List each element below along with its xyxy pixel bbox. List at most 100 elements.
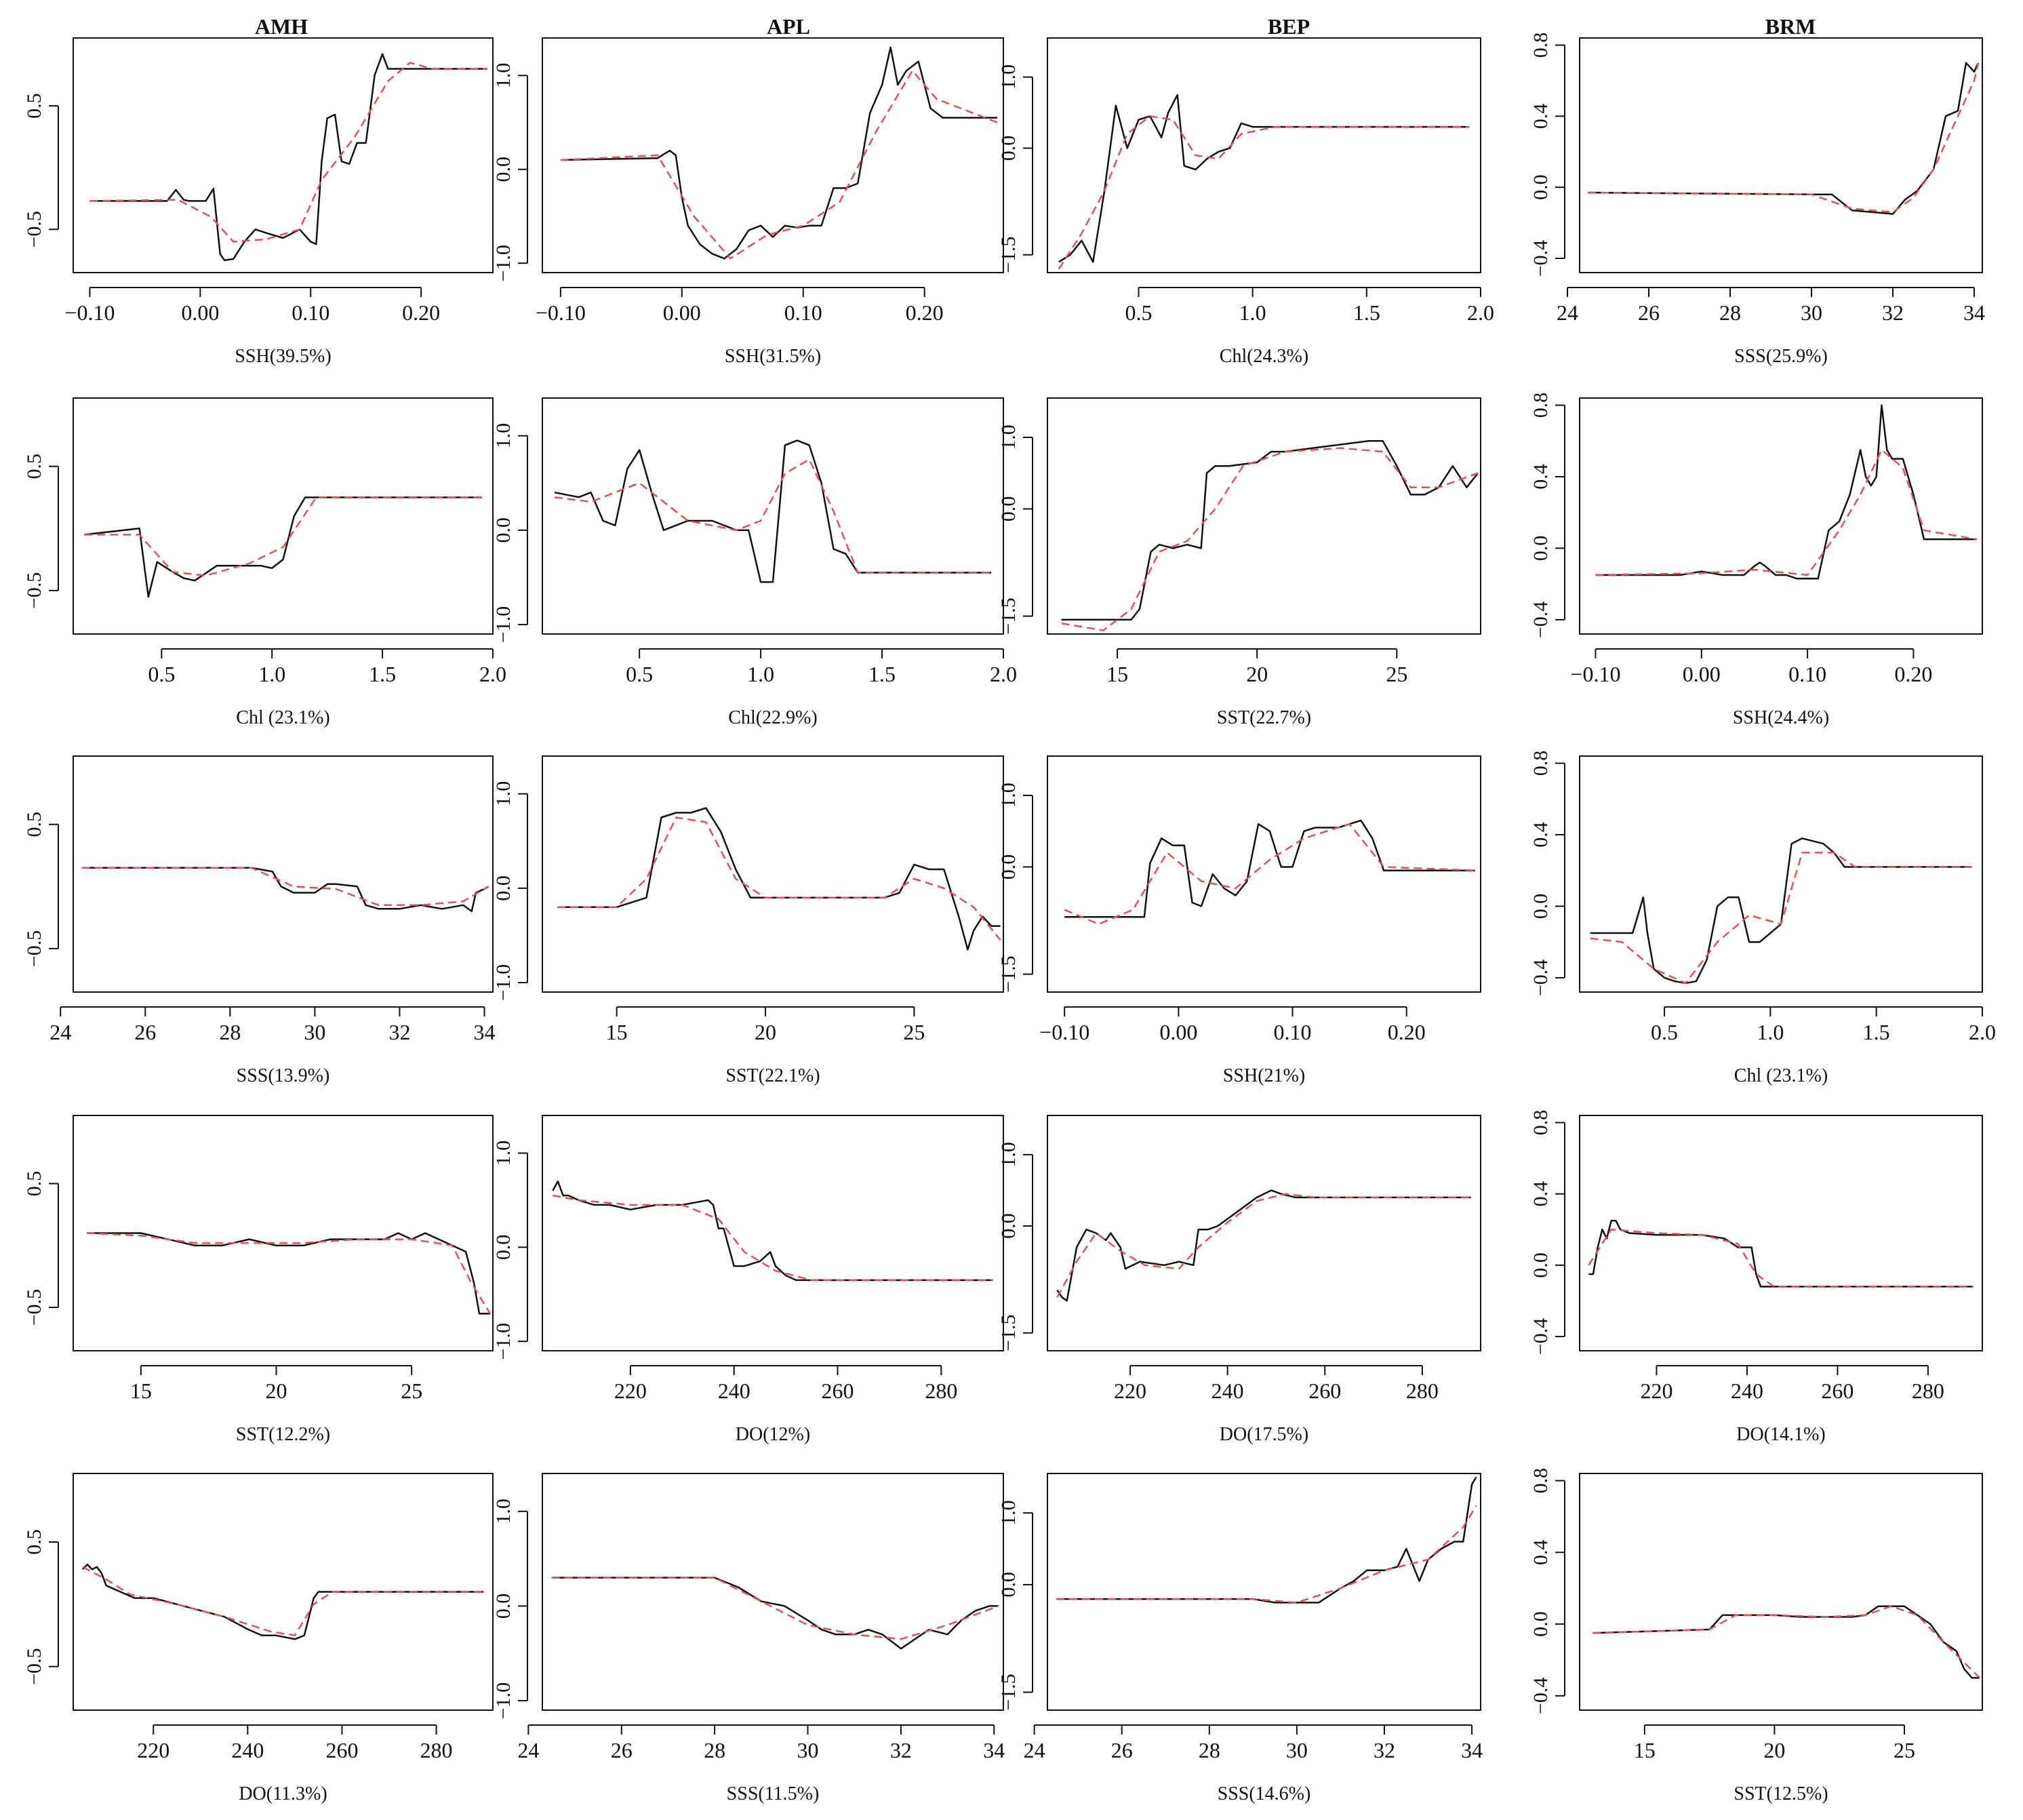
y-tick-label: 1.0	[492, 1499, 515, 1524]
y-tick-label: −0.4	[1529, 1678, 1552, 1714]
x-tick-label: 2.0	[990, 662, 1017, 686]
y-tick-label: 0.0	[1529, 174, 1552, 200]
response-line	[1590, 837, 1972, 985]
panel-r2-c4: −0.10 0.00 0.10 0.20 SSH(24.4%) −0.4 0.0 0.4 0.8	[1529, 393, 1983, 728]
x-axis-label: SSS(13.9%)	[237, 1065, 330, 1086]
plot-frame	[1047, 755, 1481, 993]
x-tick-label: 20	[755, 1020, 776, 1044]
x-tick-label: 240	[1731, 1379, 1763, 1403]
x-tick-label: 260	[822, 1379, 854, 1403]
x-tick-label: 240	[1211, 1379, 1244, 1403]
x-tick-label: 26	[1111, 1738, 1133, 1762]
y-tick-label: −0.4	[1529, 601, 1552, 638]
y-tick-label: 0.5	[23, 454, 45, 479]
x-tick-label: 240	[718, 1379, 750, 1403]
y-tick-label: 1.0	[997, 1142, 1020, 1168]
plot-frame	[542, 1115, 1004, 1351]
x-tick-label: 0.20	[402, 300, 440, 325]
y-tick-label: −1.0	[492, 1682, 515, 1719]
x-tick-label: 0.10	[1274, 1020, 1312, 1044]
x-tick-label: 220	[137, 1738, 169, 1762]
x-tick-label: 30	[1801, 300, 1822, 325]
y-tick-label: 0.0	[492, 517, 515, 543]
y-tick-label: 1.0	[997, 783, 1020, 808]
y-tick-label: 0.0	[492, 1594, 515, 1619]
x-tick-label: 260	[1308, 1379, 1341, 1403]
panel-r3-c1: 24 26 28 30 32 34 SSS(13.9%) −0.5 0.5	[23, 755, 495, 1086]
plot-frame	[1579, 755, 1983, 993]
x-tick-label: 280	[925, 1379, 957, 1403]
x-tick-label: 0.20	[906, 300, 944, 325]
x-tick-label: 30	[797, 1738, 819, 1762]
response-line	[560, 46, 998, 260]
x-tick-label: 0.5	[626, 662, 653, 686]
x-tick-label: 1.0	[1239, 300, 1266, 325]
panel-r5-c2: 24 26 28 30 32 34 SSS(11.5%) −1.0 0.0 1.0	[492, 1473, 1005, 1804]
plot-frame	[1047, 397, 1481, 635]
y-tick-label: 0.0	[997, 1213, 1020, 1239]
y-tick-label: −0.5	[23, 1648, 45, 1684]
response-line	[81, 1563, 484, 1640]
x-axis-label: DO(17.5%)	[1220, 1424, 1308, 1445]
panel-r1-c3: 0.5 1.0 1.5 2.0 Chl(24.3%) −1.5 0.0 1.0	[997, 37, 1494, 367]
x-axis-label: DO(14.1%)	[1736, 1424, 1825, 1445]
x-tick-label: 26	[611, 1738, 633, 1762]
smoothed-line	[551, 1577, 999, 1640]
x-tick-label: 280	[420, 1738, 453, 1762]
panel-r4-c3: 220 240 260 280 DO(17.5%) −1.5 0.0 1.0	[997, 1115, 1481, 1445]
y-tick-label: −0.4	[1529, 240, 1552, 277]
x-tick-label: 25	[903, 1020, 925, 1044]
y-tick-label: 0.0	[997, 496, 1020, 522]
smoothed-line	[1056, 1505, 1477, 1604]
panel-r2-c3: 15 20 25 SST(22.7%) −1.5 0.0 1.0	[997, 397, 1481, 728]
x-axis-label: Chl(24.3%)	[1220, 346, 1308, 367]
panel-r4-c1: 15 20 25 SST(12.2%) −0.5 0.5	[23, 1115, 494, 1445]
smoothed-line	[1588, 1228, 1974, 1288]
x-tick-label: 1.5	[1863, 1020, 1890, 1044]
y-tick-label: 0.0	[997, 1572, 1020, 1598]
x-tick-label: 32	[890, 1738, 912, 1762]
x-tick-label: 2.0	[1467, 300, 1494, 325]
x-tick-label: 20	[1763, 1738, 1785, 1762]
x-tick-label: 260	[1821, 1379, 1854, 1403]
x-tick-label: 28	[704, 1738, 725, 1762]
x-tick-label: 20	[1246, 662, 1268, 686]
smoothed-line	[554, 458, 992, 574]
y-tick-label: −1.0	[492, 245, 515, 281]
x-axis-label: SSH(24.4%)	[1733, 707, 1829, 728]
y-tick-label: −0.5	[23, 930, 45, 967]
x-axis-label: Chl (23.1%)	[236, 707, 329, 728]
smoothed-line	[1595, 449, 1978, 576]
y-tick-label: 1.0	[492, 423, 515, 449]
x-tick-label: 0.00	[1159, 1020, 1197, 1044]
panel-r5-c3: 24 26 28 30 32 34 SSS(14.6%) −1.5 0.0 1.0	[997, 1473, 1483, 1804]
x-tick-label: 15	[606, 1020, 628, 1044]
y-tick-label: 0.4	[1529, 1540, 1552, 1566]
y-tick-label: 0.4	[1529, 104, 1552, 130]
y-tick-label: 1.0	[492, 63, 515, 89]
x-tick-label: 0.00	[181, 300, 219, 325]
y-tick-label: 0.0	[1529, 894, 1552, 919]
y-tick-label: 0.4	[1529, 822, 1552, 848]
y-tick-label: 0.0	[492, 157, 515, 182]
response-line	[1595, 404, 1978, 580]
x-tick-label: 280	[1406, 1379, 1439, 1403]
y-tick-label: −1.5	[997, 237, 1020, 273]
x-tick-label: 30	[1286, 1738, 1308, 1762]
x-tick-label: 34	[983, 1738, 1005, 1762]
panel-r4-c4: 220 240 260 280 DO(14.1%) −0.4 0.0 0.4 0.8	[1529, 1110, 1983, 1445]
x-tick-label: 24	[49, 1020, 71, 1044]
x-tick-label: 28	[1199, 1738, 1220, 1762]
panel-r4-c2: 220 240 260 280 DO(12%) −1.0 0.0 1.0	[492, 1115, 1004, 1445]
x-tick-label: 28	[219, 1020, 241, 1044]
x-axis-label: SSS(11.5%)	[727, 1783, 820, 1804]
x-tick-label: 30	[304, 1020, 325, 1044]
y-tick-label: 0.0	[492, 1235, 515, 1261]
x-axis-label: SST(22.1%)	[725, 1065, 820, 1086]
y-tick-label: 0.5	[23, 93, 45, 119]
smoothed-line	[1590, 852, 1972, 985]
y-tick-label: 0.5	[23, 812, 45, 837]
y-tick-label: 1.0	[997, 1500, 1020, 1526]
